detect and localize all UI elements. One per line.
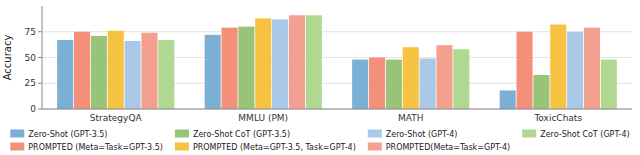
bar bbox=[517, 32, 533, 109]
bar bbox=[289, 15, 305, 109]
bar bbox=[500, 90, 516, 109]
x-axis-line bbox=[42, 109, 632, 110]
y-axis: 0 25 50 75 bbox=[25, 6, 632, 114]
bar bbox=[255, 18, 271, 109]
bar bbox=[125, 41, 141, 109]
legend-item: Zero-Shot CoT (GPT-3.5) bbox=[175, 130, 290, 139]
legend-label: Zero-Shot (GPT-4) bbox=[386, 130, 458, 139]
bar bbox=[272, 19, 288, 109]
bar bbox=[386, 60, 402, 109]
bar bbox=[369, 58, 385, 110]
y-tick-label: 50 bbox=[25, 53, 37, 63]
bar bbox=[141, 33, 157, 109]
grid-line bbox=[42, 31, 632, 32]
legend-label: PROMPTED (Meta=GPT-3.5, Task=GPT-4) bbox=[193, 143, 356, 152]
bar bbox=[453, 49, 469, 109]
bar bbox=[420, 59, 436, 109]
y-axis-label: Accuracy bbox=[2, 35, 13, 81]
legend-label: Zero-Shot CoT (GPT-3.5) bbox=[193, 130, 290, 139]
chart: 0 25 50 75 Accuracy StrategyQA MMLU (PM) MATH To… bbox=[0, 0, 640, 155]
bar bbox=[436, 45, 452, 109]
y-tick bbox=[38, 83, 42, 84]
legend-item: PROMPTED(Meta=Task=GPT-4) bbox=[368, 143, 510, 152]
legend-item: PROMPTED (Meta=GPT-3.5, Task=GPT-4) bbox=[175, 143, 356, 152]
legend-swatch bbox=[522, 130, 536, 138]
y-tick bbox=[38, 57, 42, 58]
legend-swatch bbox=[10, 130, 24, 138]
legend-item: Zero-Shot CoT (GPT-4) bbox=[522, 130, 629, 139]
bar bbox=[352, 60, 368, 109]
x-tick-label: MATH bbox=[398, 113, 424, 123]
bar bbox=[306, 15, 322, 109]
x-axis: StrategyQA MMLU (PM) MATH ToxicChats bbox=[42, 109, 632, 123]
bar bbox=[403, 47, 419, 109]
legend-swatch bbox=[175, 130, 189, 138]
bar bbox=[567, 32, 583, 109]
bar bbox=[57, 40, 73, 109]
y-tick-label: 75 bbox=[25, 27, 36, 37]
y-tick bbox=[38, 109, 42, 110]
bar bbox=[601, 60, 617, 109]
legend: Zero-Shot (GPT-3.5) PROMPTED (Meta=Task=G… bbox=[10, 130, 629, 152]
bar bbox=[222, 28, 238, 109]
legend-swatch bbox=[10, 143, 24, 151]
bar bbox=[584, 28, 600, 109]
x-tick-label: ToxicChats bbox=[533, 113, 582, 123]
legend-swatch bbox=[368, 130, 382, 138]
legend-label: Zero-Shot CoT (GPT-4) bbox=[540, 130, 629, 139]
legend-item: Zero-Shot (GPT-3.5) bbox=[10, 130, 107, 139]
legend-item: PROMPTED (Meta=Task=GPT-3.5) bbox=[10, 143, 163, 152]
bar bbox=[158, 40, 174, 109]
bar bbox=[205, 35, 221, 109]
y-tick bbox=[38, 31, 42, 32]
x-tick-label: StrategyQA bbox=[90, 113, 143, 123]
grid-line bbox=[42, 109, 632, 110]
bar bbox=[533, 75, 549, 109]
legend-label: PROMPTED (Meta=Task=GPT-3.5) bbox=[28, 143, 163, 152]
legend-item: Zero-Shot (GPT-4) bbox=[368, 130, 458, 139]
y-tick-label: 25 bbox=[25, 78, 36, 88]
legend-label: Zero-Shot (GPT-3.5) bbox=[28, 130, 107, 139]
bar bbox=[550, 25, 566, 109]
bars bbox=[57, 15, 617, 109]
bar bbox=[238, 27, 254, 109]
y-axis-line bbox=[42, 6, 43, 109]
bar bbox=[74, 32, 90, 109]
legend-label: PROMPTED(Meta=Task=GPT-4) bbox=[386, 143, 510, 152]
legend-swatch bbox=[368, 143, 382, 151]
bar bbox=[108, 31, 124, 109]
bar bbox=[91, 36, 107, 109]
x-tick-label: MMLU (PM) bbox=[238, 113, 288, 123]
legend-swatch bbox=[175, 143, 189, 151]
y-tick-label: 0 bbox=[30, 104, 36, 114]
